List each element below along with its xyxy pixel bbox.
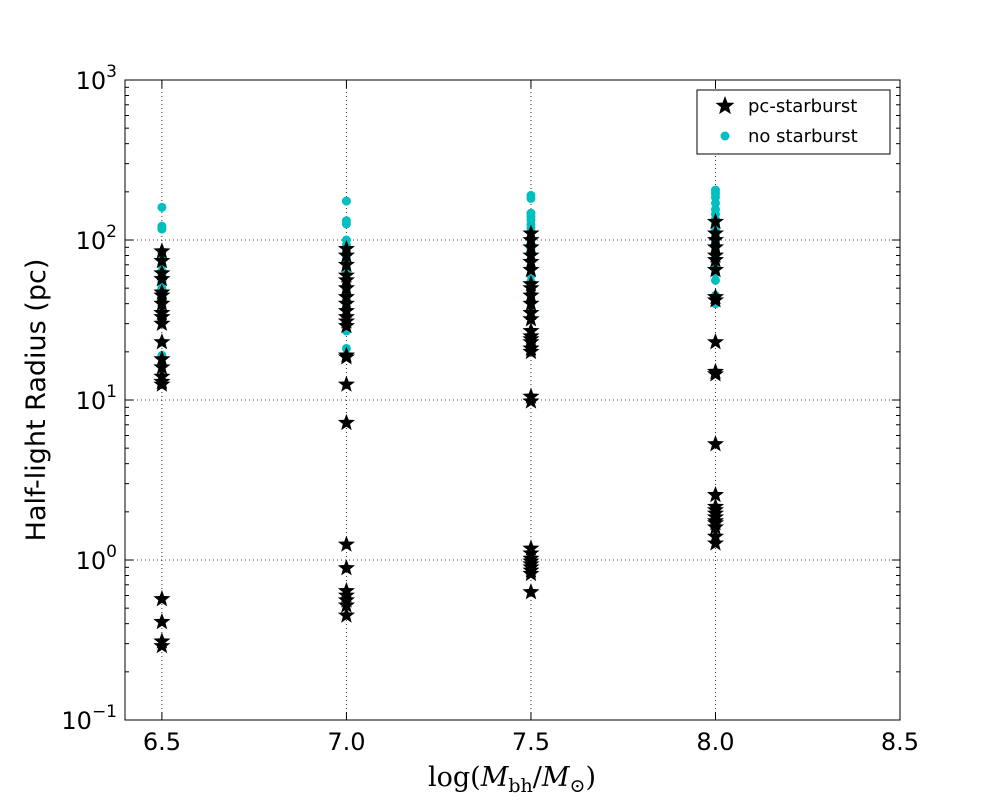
legend-circle-marker [720,131,730,141]
pc-starburst-point [706,518,725,535]
pc-starburst-point [153,242,171,259]
pc-starburst-point [522,260,540,278]
pc-starburst-point [153,358,171,375]
y-tick-label: 101 [76,382,117,415]
pc-starburst-point [706,333,725,350]
pc-starburst-point [706,260,725,278]
no-starburst-point [341,219,351,229]
pc-starburst-point [337,375,355,392]
no-starburst-point [157,224,167,234]
y-tick-label: 100 [76,542,117,575]
x-axis-title-close: ) [585,762,596,793]
y-tick-label: 10−1 [61,702,117,735]
x-axis-title-sub2: ⊙ [570,775,586,797]
x-tick-label: 8.5 [881,728,919,756]
x-tick-label: 7.5 [512,728,550,756]
pc-starburst-point [706,485,725,503]
pc-starburst-point [153,333,171,350]
pc-starburst-point [153,350,171,367]
pc-starburst-point [522,583,540,600]
pc-starburst-point [706,534,725,551]
x-axis-title: log(Mbh/M⊙) [428,762,596,797]
pc-starburst-point [153,270,171,287]
axis-ticks [125,79,901,721]
x-tick-label: 8.0 [696,728,734,756]
y-tick-label: 102 [76,222,117,255]
pc-starburst-point [706,435,725,452]
pc-starburst-point [706,212,725,230]
pc-starburst-point [153,294,171,311]
pc-starburst-point [153,286,171,303]
legend-label: pc-starburst [748,96,857,117]
axis-tick-labels: 6.5 7.0 7.5 8.0 8.5 10−1 100 101 102 103 [61,62,919,756]
legend-star-marker [715,96,735,115]
pc-starburst-point [706,365,725,382]
no-starburst-point [526,193,536,203]
pc-starburst-point [337,255,355,273]
x-axis-title-m1: M [480,762,510,793]
pc-starburst-point [153,590,171,607]
pc-starburst-point [337,348,355,365]
pc-starburst-point [522,564,540,582]
x-axis-title-func: log( [428,762,481,793]
pc-starburst-point [522,342,540,360]
legend: pc-starburst no starburst [696,89,891,155]
x-axis-title-slash: / [533,762,543,793]
pc-starburst-point [522,238,540,255]
legend-box [696,89,891,155]
pc-starburst-point [153,637,171,654]
pc-starburst-point [522,310,540,327]
pc-starburst-point [522,392,540,409]
pc-starburst-point [153,314,171,331]
pc-starburst-point [153,251,171,269]
y-tick-label: 103 [76,62,117,95]
pc-starburst-point [337,535,355,552]
y-axis-title: Half-light Radius (pc) [21,259,52,542]
pc-starburst-point [337,246,355,263]
pc-starburst-point [706,291,725,308]
pc-starburst-point [337,413,355,431]
x-axis-title-sub1: bh [508,775,532,797]
pc-starburst-point [706,238,725,255]
pc-starburst-point [337,317,355,334]
pc-starburst-point [153,612,171,630]
x-tick-label: 6.5 [143,728,181,756]
pc-starburst-point [153,375,171,392]
pc-starburst-point [337,559,355,576]
no-starburst-point [341,196,351,206]
x-axis-title-m2: M [541,762,571,793]
x-tick-label: 7.0 [327,728,365,756]
no-starburst-point [710,198,720,208]
no-starburst-point [157,202,167,212]
series-pc-starburst [153,212,725,654]
pc-starburst-point [337,596,355,613]
pc-starburst-point [706,250,725,268]
pc-starburst-point [522,294,540,311]
pc-starburst-point [337,606,355,623]
legend-label: no starburst [748,126,858,147]
pc-starburst-point [337,279,355,296]
pc-starburst-point [522,286,540,303]
no-starburst-point [710,275,720,285]
